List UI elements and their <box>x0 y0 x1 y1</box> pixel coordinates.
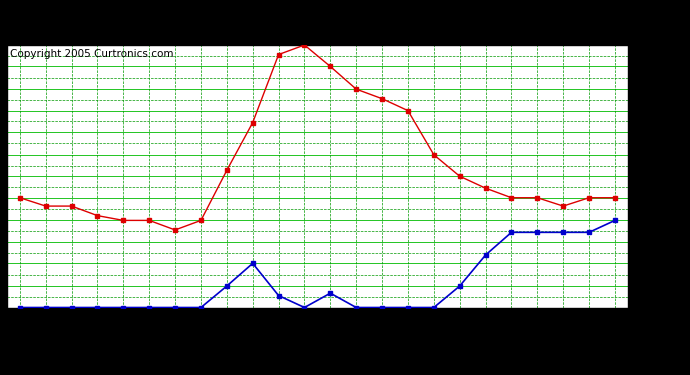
Text: Copyright 2005 Curtronics.com: Copyright 2005 Curtronics.com <box>10 49 173 59</box>
Text: Outside Temperature (vs) Dew Point (Last 24 Hours) Sun Feb 13 00:00: Outside Temperature (vs) Dew Point (Last… <box>41 11 593 25</box>
